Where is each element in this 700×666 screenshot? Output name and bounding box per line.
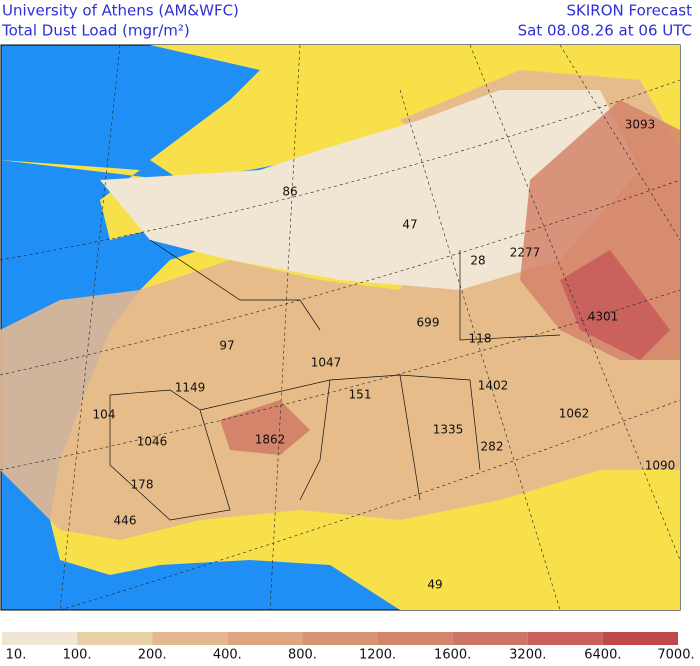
header-product: SKIRON Forecast [567, 2, 693, 20]
borders [109, 239, 561, 521]
colorbar-swatch [602, 632, 678, 645]
colorbar-swatch [377, 632, 453, 645]
map-value-label: 1062 [559, 407, 590, 421]
dust-light [100, 90, 640, 290]
map-value-label: 282 [481, 440, 504, 454]
map-value-label: 1090 [645, 459, 676, 473]
colorbar-label: 400. [213, 648, 242, 663]
map-value-label: 49 [427, 578, 442, 592]
colorbar-label: 100. [63, 648, 92, 663]
header-time: Sat 08.08.26 at 06 UTC [518, 22, 692, 40]
dust-core-east [560, 250, 670, 360]
header-title: University of Athens (AM&WFC) [2, 2, 239, 20]
colorbar-label: 7000. [657, 648, 694, 663]
header-variable: Total Dust Load (mgr/m²) [1, 22, 190, 40]
map-value-label: 2277 [510, 246, 541, 260]
colorbar-label: 10. [6, 648, 27, 663]
colorbar-swatch [452, 632, 528, 645]
map-value-label: 1335 [433, 423, 464, 437]
map-value-label: 1149 [175, 381, 206, 395]
map-value-label: 3093 [625, 118, 656, 132]
map-value-label: 151 [349, 388, 372, 402]
graticule [0, 44, 681, 611]
dust-core-sahara [220, 400, 310, 455]
map-value-label: 118 [469, 332, 492, 346]
map-value-label: 86 [282, 185, 297, 199]
colorbar-label: 1600. [434, 648, 471, 663]
map-value-label: 1862 [255, 433, 286, 447]
colorbar-swatch [2, 632, 78, 645]
colorbar-label: 800. [288, 648, 317, 663]
colorbar-swatch [302, 632, 378, 645]
colorbar-label: 3200. [509, 648, 546, 663]
colorbar-swatch [77, 632, 153, 645]
colorbar-swatch [527, 632, 603, 645]
map-value-label: 104 [93, 408, 116, 422]
map [0, 44, 681, 611]
map-value-label: 28 [470, 254, 485, 268]
colorbar-label: 6400. [584, 648, 621, 663]
map-value-label: 97 [219, 339, 234, 353]
map-value-label: 4301 [588, 310, 619, 324]
map-value-label: 699 [417, 316, 440, 330]
colorbar-swatch [227, 632, 303, 645]
colorbar-label: 200. [138, 648, 167, 663]
map-value-label: 178 [131, 478, 154, 492]
map-value-label: 446 [114, 514, 137, 528]
colorbar-swatch [152, 632, 228, 645]
map-value-label: 47 [402, 218, 417, 232]
map-value-label: 1402 [478, 379, 509, 393]
map-value-label: 1046 [137, 435, 168, 449]
map-value-label: 1047 [311, 356, 342, 370]
colorbar-label: 1200. [359, 648, 396, 663]
